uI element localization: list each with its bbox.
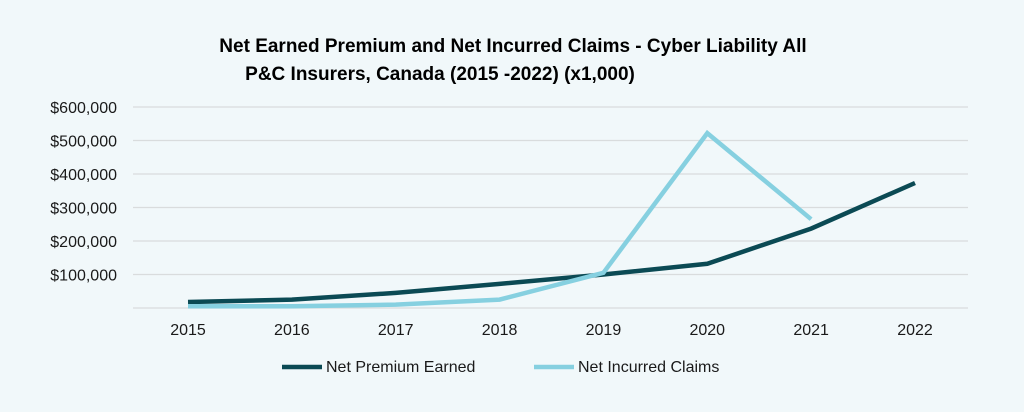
chart-title-line-2: P&C Insurers, Canada (2015 -2022) (x1,00… xyxy=(245,64,635,85)
chart-title-line-1: Net Earned Premium and Net Incurred Clai… xyxy=(219,36,806,57)
series-line-net-premium-earned xyxy=(187,180,916,305)
y-axis-ticks: $100,000 $200,000 $300,000 $400,000 $500,000… xyxy=(50,100,117,285)
series-line-net-incurred-claims xyxy=(188,129,813,309)
y-tick-label: $200,000 xyxy=(50,234,117,251)
x-tick-label: 2018 xyxy=(482,322,518,339)
x-tick-label: 2021 xyxy=(793,322,829,339)
x-tick-label: 2019 xyxy=(586,322,622,339)
y-tick-label: $400,000 xyxy=(50,167,117,184)
x-tick-label: 2015 xyxy=(170,322,206,339)
y-tick-label: $300,000 xyxy=(50,201,117,218)
y-tick-label: $600,000 xyxy=(50,100,117,117)
gridlines xyxy=(133,106,968,309)
x-tick-label: 2022 xyxy=(897,322,933,339)
legend-label: Net Premium Earned xyxy=(326,359,475,376)
x-axis-ticks: 2015 2016 2017 2018 2019 2020 2021 2022 xyxy=(170,322,933,339)
legend-label: Net Incurred Claims xyxy=(578,359,719,376)
y-tick-label: $500,000 xyxy=(50,134,117,151)
x-tick-label: 2020 xyxy=(689,322,725,339)
legend: Net Premium Earned Net Incurred Claims xyxy=(282,359,719,376)
series-lines xyxy=(187,129,916,309)
y-tick-label: $100,000 xyxy=(50,268,117,285)
x-tick-label: 2016 xyxy=(274,322,310,339)
x-tick-label: 2017 xyxy=(378,322,414,339)
